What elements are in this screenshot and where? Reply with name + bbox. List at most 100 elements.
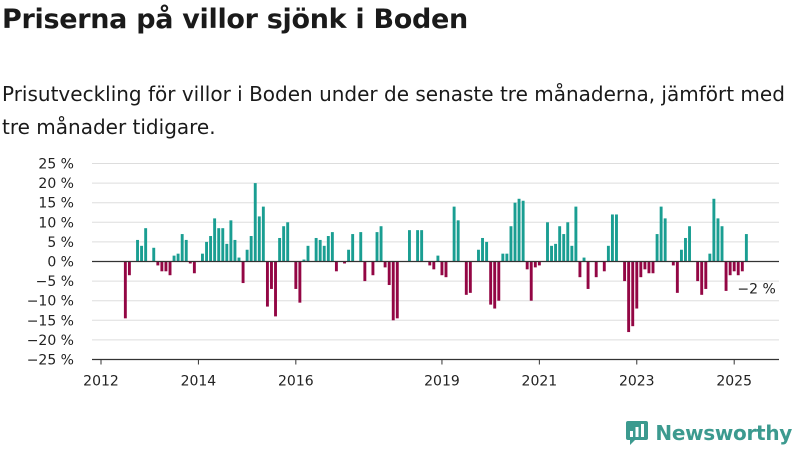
bar [444, 261, 448, 278]
bar-chart-logo-icon [626, 421, 649, 445]
bar [728, 261, 732, 276]
bar [282, 226, 286, 262]
bar [720, 226, 724, 262]
bar [318, 239, 322, 262]
bar [647, 261, 651, 274]
bar [136, 239, 139, 262]
bar [704, 261, 708, 289]
x-tick-label: 2021 [522, 374, 558, 390]
y-tick-label: −20 % [27, 333, 74, 349]
bar [700, 261, 704, 295]
bar [481, 237, 484, 262]
x-axis-tick-labels: 2012 2014 2016 2019 2021 2023 2025 [83, 359, 752, 390]
bar [359, 232, 363, 262]
bar [156, 261, 160, 266]
brand-name: Newsworthy [655, 421, 792, 445]
bar [363, 261, 367, 282]
bar [537, 261, 541, 266]
bar [570, 245, 574, 262]
bar [343, 261, 346, 264]
bar [485, 241, 489, 262]
bar [550, 245, 553, 262]
bar [468, 261, 472, 293]
bar [688, 226, 691, 262]
bar [517, 198, 521, 262]
bar [180, 234, 184, 262]
bar [509, 226, 513, 262]
y-tick-label: 5 % [47, 235, 74, 251]
chart-subtitle: Prisutveckling för villor i Boden under … [2, 82, 785, 139]
bar [574, 206, 578, 262]
bar [525, 261, 529, 270]
bar [497, 261, 501, 301]
bar [274, 261, 277, 317]
last-value-annotation: −2 % [737, 281, 775, 297]
bar [213, 218, 217, 262]
bar [140, 245, 144, 262]
y-tick-label: 25 % [38, 157, 74, 173]
bar [493, 261, 497, 309]
bar [428, 261, 432, 266]
y-tick-label: −25 % [27, 353, 74, 369]
bar [387, 261, 391, 286]
bar [383, 261, 387, 268]
bar [270, 261, 273, 289]
x-tick-label: 2014 [181, 374, 217, 390]
bar [395, 261, 399, 319]
chart-title: Priserna på villor sjönk i Boden [2, 4, 468, 35]
bar [351, 234, 355, 262]
bar [635, 261, 639, 309]
newsworthy-logo: Newsworthy [625, 420, 792, 446]
y-tick-label: 20 % [38, 176, 74, 192]
y-axis-tick-labels: 25 % 20 % 15 % 10 % 5 % 0 % −5 % −10 % −15 % −20 … [27, 157, 74, 369]
bar [241, 261, 245, 284]
bar [744, 234, 748, 262]
bar [334, 261, 338, 272]
bar [631, 261, 635, 327]
bar [513, 202, 517, 262]
x-tick-label: 2025 [716, 374, 752, 390]
bar [330, 232, 334, 262]
bar [306, 245, 310, 262]
bar [265, 261, 269, 307]
bar [217, 228, 221, 262]
bar [558, 226, 562, 262]
bar [724, 261, 728, 291]
bar [294, 261, 298, 289]
bar [172, 255, 176, 262]
bar [253, 183, 257, 262]
bar [302, 259, 306, 262]
bar [627, 261, 631, 333]
y-tick-label: −10 % [27, 294, 74, 310]
bar [168, 261, 172, 276]
bar [716, 218, 720, 262]
bar [249, 236, 253, 262]
bar [740, 261, 744, 272]
y-tick-label: 0 % [47, 255, 74, 271]
bar [160, 261, 164, 272]
bar [229, 220, 233, 262]
bar [237, 257, 241, 262]
bar [164, 261, 168, 272]
bar [192, 261, 196, 274]
bar [708, 253, 712, 262]
y-tick-label: −5 % [36, 274, 74, 290]
bar [184, 239, 188, 262]
bar [257, 216, 261, 262]
bar [123, 261, 127, 319]
bar [464, 261, 468, 295]
bar [432, 261, 436, 270]
x-tick-label: 2016 [278, 374, 314, 390]
bar [225, 243, 229, 262]
bar [261, 206, 265, 262]
bar [233, 239, 237, 262]
y-tick-label: 15 % [38, 196, 74, 212]
bar [505, 253, 509, 262]
x-tick-label: 2012 [83, 374, 119, 390]
bars [123, 183, 748, 333]
bar [278, 237, 282, 262]
bar [521, 200, 525, 262]
bar [375, 232, 379, 262]
bar [489, 261, 493, 305]
bar [582, 257, 586, 262]
